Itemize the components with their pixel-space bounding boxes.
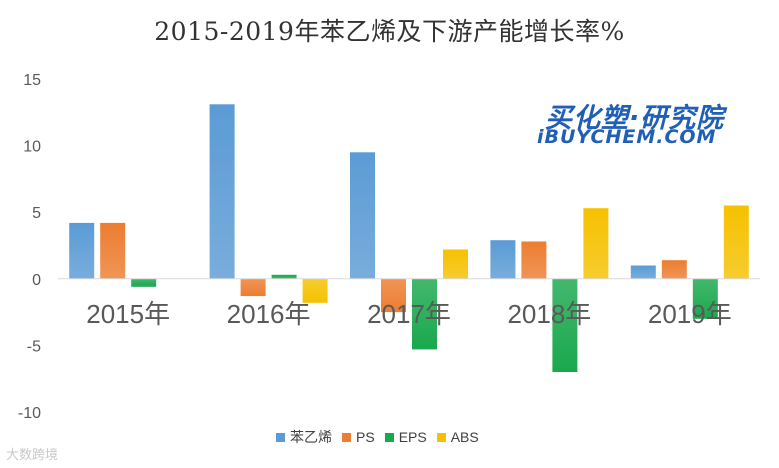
bar-苯乙烯-2016年 — [209, 104, 235, 279]
bar-PS-2018年 — [521, 241, 547, 279]
legend-swatch-ps — [342, 432, 351, 442]
legend-item-ps: PS — [342, 429, 375, 445]
legend-label-ps: PS — [356, 429, 375, 445]
logo-cn-text: 买化塑·研究院 — [545, 103, 725, 134]
bar-EPS-2015年 — [131, 278, 157, 287]
bar-EPS-2019年 — [692, 278, 718, 319]
x-category-label: 2019年 — [648, 299, 732, 329]
bar-苯乙烯-2019年 — [630, 265, 656, 279]
bar-ABS-2017年 — [443, 249, 468, 279]
ibuychem-logo: 买化塑·研究院 iBUYCHEM.COM — [535, 96, 760, 156]
legend-item-abs: ABS — [436, 429, 479, 445]
legend-item-eps: EPS — [384, 429, 427, 445]
watermark-text: 大数跨境 — [6, 448, 59, 463]
y-tick-label: 0 — [32, 272, 41, 289]
legend: 苯乙烯 PS EPS ABS — [276, 427, 489, 447]
bar-PS-2015年 — [100, 222, 126, 279]
logo-en-text: iBUYCHEM.COM — [537, 126, 717, 148]
bar-EPS-2016年 — [271, 274, 297, 279]
bar-苯乙烯-2018年 — [490, 240, 516, 279]
chart-title: 2015-2019年苯乙烯及下游产能增长率% — [154, 17, 625, 46]
bar-EPS-2017年 — [412, 278, 437, 350]
legend-label-styrene: 苯乙烯 — [290, 429, 332, 445]
bar-苯乙烯-2015年 — [69, 222, 95, 279]
y-tick-label: -10 — [18, 405, 41, 422]
bar-PS-2016年 — [240, 278, 266, 297]
legend-swatch-abs — [436, 432, 446, 442]
bar-ABS-2019年 — [723, 205, 749, 279]
y-tick-label: 15 — [23, 72, 41, 89]
x-category-label: 2015年 — [86, 299, 170, 329]
bar-PS-2017年 — [381, 278, 406, 313]
x-category-label: 2016年 — [227, 299, 311, 329]
bar-苯乙烯-2017年 — [350, 152, 375, 279]
y-tick-label: 5 — [32, 205, 41, 222]
legend-swatch-styrene — [276, 432, 285, 442]
y-tick-label: 10 — [23, 139, 41, 156]
legend-item-styrene: 苯乙烯 — [276, 427, 332, 447]
bar-PS-2019年 — [661, 260, 687, 279]
y-tick-label: -5 — [27, 338, 41, 355]
bar-EPS-2018年 — [552, 278, 578, 372]
legend-swatch-eps — [384, 432, 394, 442]
x-category-label: 2018年 — [507, 299, 591, 329]
legend-label-eps: EPS — [398, 429, 427, 445]
bar-ABS-2018年 — [583, 208, 609, 279]
bar-ABS-2016年 — [302, 278, 328, 303]
x-category-label: 2017年 — [367, 299, 451, 329]
legend-label-abs: ABS — [450, 429, 479, 445]
